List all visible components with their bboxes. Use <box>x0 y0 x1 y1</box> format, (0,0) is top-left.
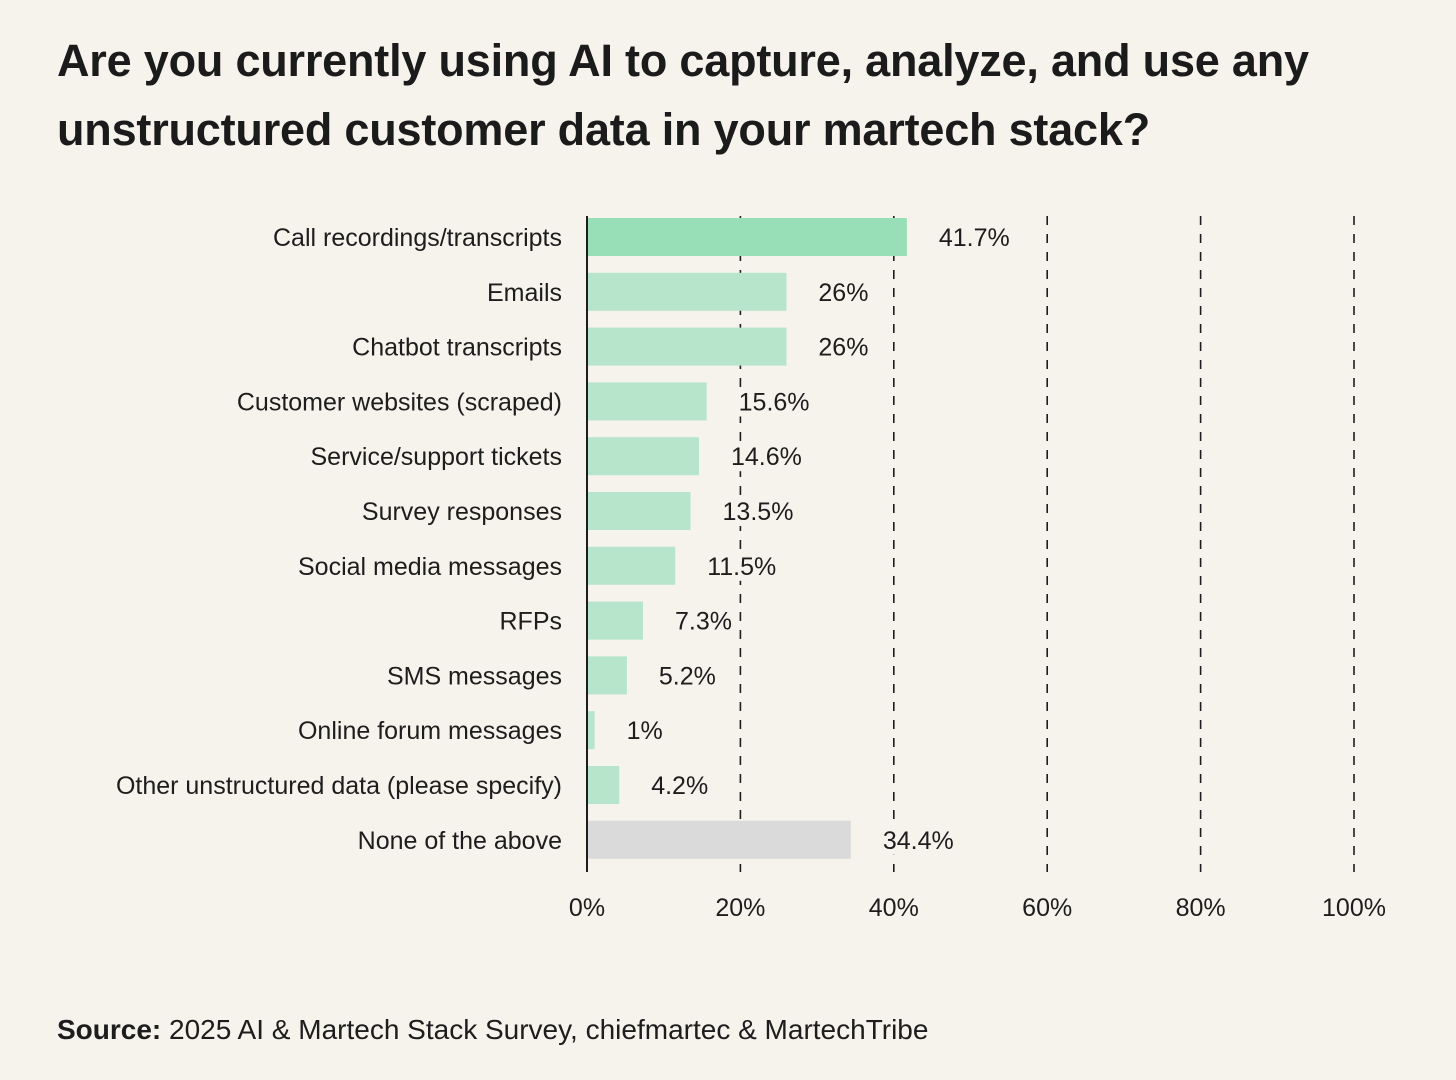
bar <box>587 492 691 530</box>
value-label: 26% <box>818 334 868 362</box>
value-label: 34.4% <box>883 827 954 855</box>
value-label: 1% <box>627 717 663 745</box>
value-label-bg <box>647 772 713 800</box>
category-label: Survey responses <box>362 498 562 526</box>
x-tick-label: 100% <box>1322 894 1386 922</box>
value-label: 5.2% <box>659 662 716 690</box>
category-label: Social media messages <box>298 553 562 581</box>
value-label: 7.3% <box>675 608 732 636</box>
value-label-bg <box>718 498 798 526</box>
source-note: Source: 2025 AI & Martech Stack Survey, … <box>57 1010 928 1050</box>
x-tick-label: 20% <box>715 894 765 922</box>
x-tick-label: 80% <box>1176 894 1226 922</box>
bar <box>587 656 627 695</box>
category-label: Customer websites (scraped) <box>237 388 562 416</box>
x-tick-label: 60% <box>1022 894 1072 922</box>
category-label: None of the above <box>358 827 562 855</box>
category-label: Call recordings/transcripts <box>273 224 562 252</box>
value-label: 26% <box>818 279 868 307</box>
value-label-bg <box>814 333 873 362</box>
value-label: 11.5% <box>707 553 776 581</box>
bar <box>587 327 787 366</box>
value-label-bg <box>934 224 1014 252</box>
category-label: SMS messages <box>387 662 562 690</box>
bar <box>587 437 699 476</box>
value-label: 14.6% <box>731 443 802 471</box>
category-label: RFPs <box>500 608 563 636</box>
bar <box>587 272 787 311</box>
bar <box>587 546 676 585</box>
value-label-bg <box>670 607 736 636</box>
category-label: Online forum messages <box>298 717 562 745</box>
value-label-bg <box>654 662 720 691</box>
category-label: Chatbot transcripts <box>352 334 562 362</box>
value-label: 15.6% <box>739 388 810 416</box>
source-label: Source: <box>57 1014 162 1045</box>
value-label-bg <box>622 717 667 746</box>
bar-chart: 0% 20% 40% 60% 80% 100% 41.7% Call recordings/t… <box>116 216 1386 922</box>
bar <box>587 766 620 804</box>
value-label-bg <box>734 388 814 417</box>
bar <box>587 711 595 750</box>
category-label: Service/support tickets <box>311 443 563 471</box>
source-text: 2025 AI & Martech Stack Survey, chiefmar… <box>169 1014 929 1045</box>
chart-title: Are you currently using AI to capture, a… <box>57 35 1309 155</box>
bar <box>587 382 707 421</box>
bar <box>587 601 643 640</box>
value-label: 41.7% <box>939 224 1010 252</box>
category-label: Emails <box>487 279 562 307</box>
bar <box>587 820 851 859</box>
value-label-bg <box>814 278 873 307</box>
value-label-bg <box>878 826 958 855</box>
grid-lines <box>739 216 1355 872</box>
bars <box>587 218 907 859</box>
value-label-bg <box>726 443 806 472</box>
value-label-bg <box>703 552 781 581</box>
x-tick-label: 40% <box>869 894 919 922</box>
labels: 0% 20% 40% 60% 80% 100% 41.7% Call recordings/t… <box>116 224 1386 922</box>
x-tick-label: 0% <box>569 894 605 922</box>
category-label: Other unstructured data (please specify) <box>116 772 562 800</box>
value-label: 13.5% <box>723 498 794 526</box>
bar <box>587 218 907 256</box>
value-label: 4.2% <box>651 772 708 800</box>
